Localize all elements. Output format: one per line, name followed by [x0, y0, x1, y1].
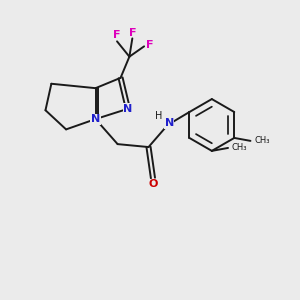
- Text: H: H: [154, 111, 162, 121]
- Text: N: N: [123, 104, 133, 114]
- Text: CH₃: CH₃: [232, 143, 247, 152]
- Text: N: N: [91, 114, 100, 124]
- Text: N: N: [164, 118, 174, 128]
- Text: O: O: [148, 179, 158, 190]
- Text: F: F: [113, 31, 120, 40]
- Text: F: F: [129, 28, 137, 38]
- Text: F: F: [146, 40, 154, 50]
- Text: CH₃: CH₃: [254, 136, 269, 146]
